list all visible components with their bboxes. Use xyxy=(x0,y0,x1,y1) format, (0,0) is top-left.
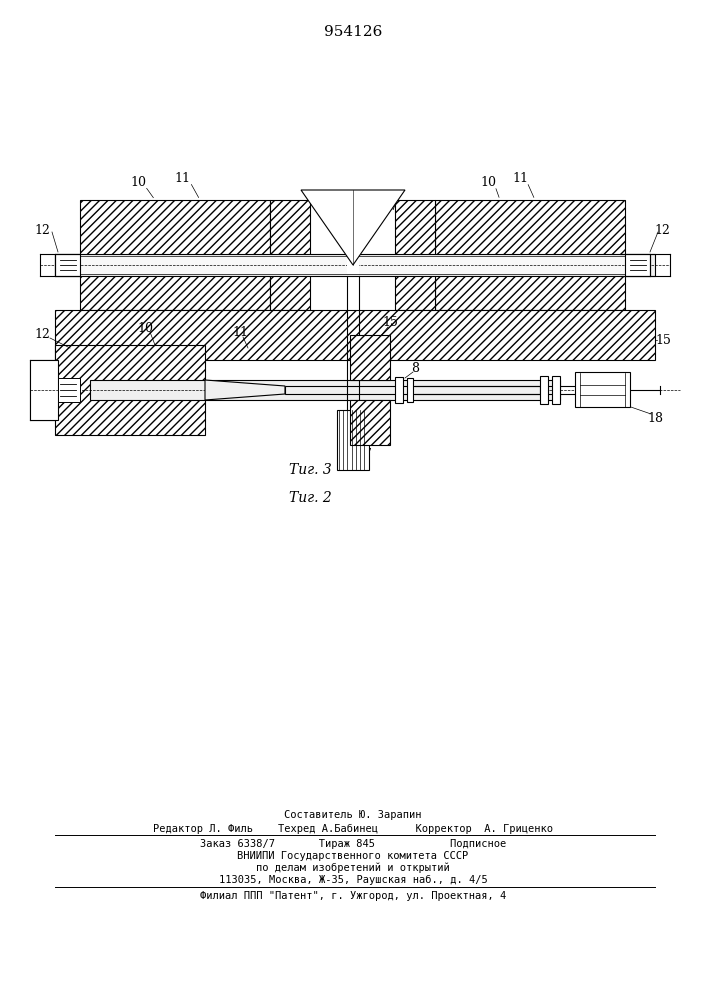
Text: 11: 11 xyxy=(232,326,248,338)
Text: Редактор Л. Филь    Техред А.Бабинец      Корректор  А. Гриценко: Редактор Л. Филь Техред А.Бабинец Коррек… xyxy=(153,824,553,834)
Text: 11: 11 xyxy=(174,172,190,184)
Bar xyxy=(285,386,540,394)
Text: 12: 12 xyxy=(34,224,50,236)
Bar xyxy=(58,378,80,402)
Text: 7: 7 xyxy=(358,450,366,464)
Text: Заказ 6338/7       Тираж 845            Подписное: Заказ 6338/7 Тираж 845 Подписное xyxy=(200,839,506,849)
Text: 10: 10 xyxy=(480,176,496,188)
Bar xyxy=(55,254,655,276)
Text: 8: 8 xyxy=(364,388,372,401)
Text: 18: 18 xyxy=(647,412,663,424)
Text: 8: 8 xyxy=(411,361,419,374)
Text: 954126: 954126 xyxy=(324,25,382,39)
Text: Τиг. 3: Τиг. 3 xyxy=(288,463,332,477)
Bar xyxy=(395,377,403,403)
Polygon shape xyxy=(205,380,285,400)
Bar xyxy=(540,376,548,404)
Bar xyxy=(30,360,58,420)
Text: 10: 10 xyxy=(137,322,153,334)
Text: 12: 12 xyxy=(654,224,670,236)
Bar xyxy=(55,345,205,435)
Bar xyxy=(55,254,80,276)
Bar xyxy=(552,376,560,404)
Text: 7: 7 xyxy=(364,448,372,462)
Text: 113035, Москва, Ж-35, Раушская наб., д. 4/5: 113035, Москва, Ж-35, Раушская наб., д. … xyxy=(218,875,487,885)
Bar xyxy=(395,200,435,310)
Text: Филиал ППП "Патент", г. Ужгород, ул. Проектная, 4: Филиал ППП "Патент", г. Ужгород, ул. Про… xyxy=(200,891,506,901)
Bar xyxy=(350,400,390,445)
Text: 15: 15 xyxy=(655,334,671,347)
Bar xyxy=(435,200,625,310)
Bar xyxy=(55,310,655,360)
Bar xyxy=(80,200,270,310)
Text: 11: 11 xyxy=(512,172,528,184)
Bar xyxy=(347,256,359,274)
Bar xyxy=(90,380,560,400)
Text: Τиг. 2: Τиг. 2 xyxy=(288,491,332,505)
Text: 15: 15 xyxy=(382,316,398,330)
Bar xyxy=(407,378,413,402)
Bar xyxy=(337,410,369,470)
Text: Составитель Ю. Зарапин: Составитель Ю. Зарапин xyxy=(284,810,422,820)
Text: 17: 17 xyxy=(382,200,398,214)
Bar xyxy=(80,256,625,274)
Bar xyxy=(625,254,650,276)
Bar xyxy=(575,372,630,407)
Text: 12: 12 xyxy=(34,328,50,342)
Text: по делам изобретений и открытий: по делам изобретений и открытий xyxy=(256,863,450,873)
Text: 10: 10 xyxy=(130,176,146,188)
Text: ВНИИПИ Государственного комитета СССР: ВНИИПИ Государственного комитета СССР xyxy=(238,851,469,861)
Bar xyxy=(350,335,390,380)
Polygon shape xyxy=(301,190,405,265)
Bar xyxy=(270,200,310,310)
